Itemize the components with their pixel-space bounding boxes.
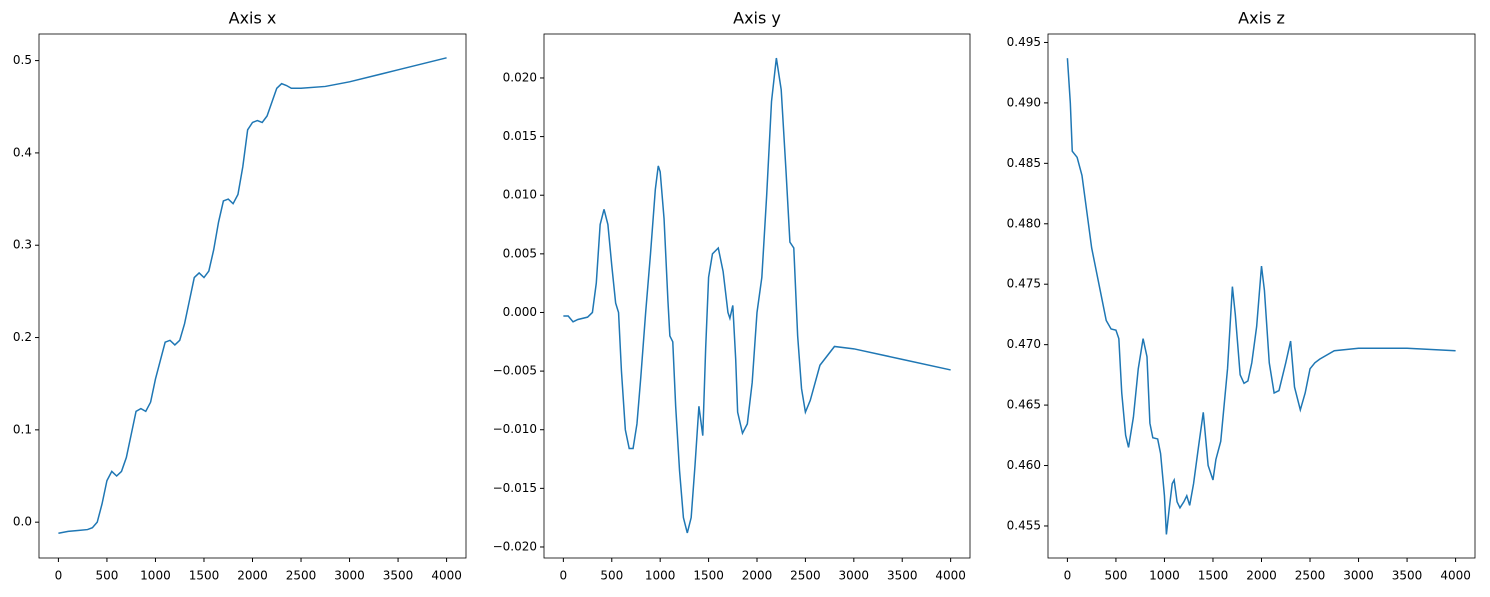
y-tick-label: 0.015 xyxy=(503,129,537,143)
y-tick-label: 0.460 xyxy=(1007,458,1041,472)
x-tick-label: 500 xyxy=(1104,569,1127,583)
y-tick-label: −0.020 xyxy=(493,539,537,553)
x-tick-label: 3500 xyxy=(887,569,918,583)
plot-frame xyxy=(38,33,467,559)
y-tick-label: −0.005 xyxy=(493,364,537,378)
y-tick-label: 0.485 xyxy=(1007,156,1041,170)
x-tick-label: 500 xyxy=(600,569,623,583)
chart-title: Axis x xyxy=(229,9,277,28)
data-line xyxy=(1066,58,1456,535)
y-tick-label: 0.475 xyxy=(1007,277,1041,291)
x-tick-label: 1500 xyxy=(1198,569,1229,583)
plot-frame xyxy=(543,33,971,559)
y-tick-label: 0.1 xyxy=(13,422,32,436)
y-tick-label: 0.020 xyxy=(503,70,537,84)
x-tick-label: 1000 xyxy=(140,569,171,583)
x-tick-label: 1500 xyxy=(693,569,724,583)
plot-frame xyxy=(1047,33,1476,559)
x-tick-label: 4000 xyxy=(431,569,462,583)
y-tick-label: −0.015 xyxy=(493,481,537,495)
x-tick-label: 0 xyxy=(560,569,568,583)
x-tick-label: 3000 xyxy=(334,569,365,583)
y-tick-label: 0.4 xyxy=(13,145,32,159)
x-tick-label: 1000 xyxy=(645,569,676,583)
x-tick-label: 500 xyxy=(95,569,118,583)
x-tick-label: 2000 xyxy=(1246,569,1277,583)
y-tick-label: 0.470 xyxy=(1007,337,1041,351)
y-tick-label: 0.3 xyxy=(13,238,32,252)
y-tick-label: −0.010 xyxy=(493,422,537,436)
y-tick-label: 0.2 xyxy=(13,330,32,344)
x-tick-label: 2500 xyxy=(1295,569,1326,583)
y-tick-label: 0.480 xyxy=(1007,216,1041,230)
x-tick-label: 2000 xyxy=(237,569,268,583)
y-tick-label: 0.010 xyxy=(503,188,537,202)
chart-title: Axis y xyxy=(733,9,781,28)
x-tick-label: 1000 xyxy=(1149,569,1180,583)
x-tick-label: 3000 xyxy=(839,569,870,583)
y-tick-label: 0.455 xyxy=(1007,518,1041,532)
x-tick-label: 2500 xyxy=(286,569,317,583)
x-tick-label: 4000 xyxy=(1440,569,1471,583)
y-tick-label: 0.495 xyxy=(1007,35,1041,49)
x-tick-label: 1500 xyxy=(189,569,220,583)
x-tick-label: 2500 xyxy=(790,569,821,583)
x-tick-label: 3000 xyxy=(1343,569,1374,583)
x-tick-label: 4000 xyxy=(935,569,966,583)
data-line xyxy=(563,57,951,534)
y-tick-label: 0.465 xyxy=(1007,398,1041,412)
data-line xyxy=(58,57,447,534)
y-tick-label: 0.490 xyxy=(1007,95,1041,109)
x-tick-label: 3500 xyxy=(1392,569,1423,583)
x-tick-label: 3500 xyxy=(383,569,414,583)
y-tick-label: 0.5 xyxy=(13,53,32,67)
y-tick-label: 0.005 xyxy=(503,246,537,260)
y-tick-label: 0.000 xyxy=(503,305,537,319)
x-tick-label: 0 xyxy=(55,569,63,583)
y-tick-label: 0.0 xyxy=(13,515,32,529)
x-tick-label: 0 xyxy=(1064,569,1072,583)
x-tick-label: 2000 xyxy=(742,569,773,583)
chart-title: Axis z xyxy=(1238,9,1285,28)
